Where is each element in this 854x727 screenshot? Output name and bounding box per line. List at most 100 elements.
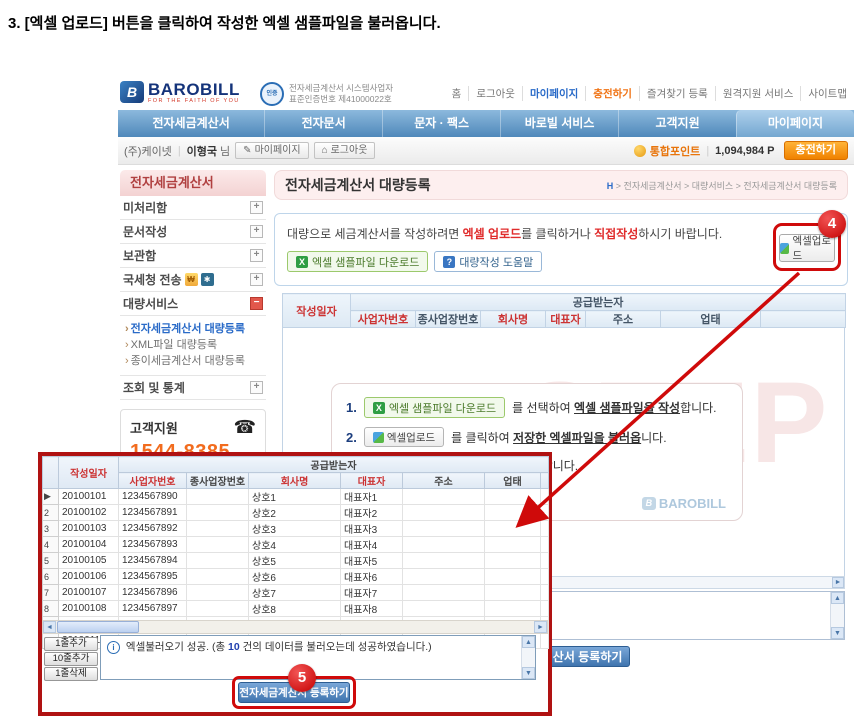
company-cell[interactable]: 상호4 [248, 536, 341, 553]
company-cell[interactable]: 상호6 [248, 568, 341, 585]
table-row[interactable]: 4 20100104 1234567893 상호4 대표자4 [42, 536, 550, 553]
sidebar-item-search-stats[interactable]: 조회 및 통계 + [120, 376, 266, 400]
date-cell[interactable]: 20100103 [58, 520, 119, 537]
scroll-up-icon[interactable]: ▲ [831, 592, 844, 604]
row-number-cell[interactable]: 4 [42, 536, 59, 553]
company-cell[interactable]: 상호7 [248, 584, 341, 601]
ceo-cell[interactable]: 대표자3 [340, 520, 403, 537]
uptae-cell[interactable] [484, 584, 541, 601]
subno-cell[interactable] [186, 536, 249, 553]
scrollbar-thumb[interactable] [57, 621, 139, 633]
bizno-cell[interactable]: 1234567895 [118, 568, 187, 585]
link-charge[interactable]: 충전하기 [586, 86, 640, 101]
excel-upload-button[interactable]: 엑셀업로드 [779, 234, 835, 262]
uptae-cell[interactable] [484, 568, 541, 585]
sidebar-item-create-document[interactable]: 문서작성 + [120, 220, 266, 244]
popup-message-vertical-scrollbar[interactable]: ▲ ▼ [521, 636, 535, 679]
nav-tab-mypage[interactable]: 마이페이지 [736, 110, 854, 137]
table-row[interactable]: 7 20100107 1234567896 상호7 대표자7 [42, 584, 550, 601]
sidebar-item-unprocessed[interactable]: 미처리함 + [120, 196, 266, 220]
bulk-help-button[interactable]: ? 대량작성 도움말 [434, 251, 543, 272]
message-vertical-scrollbar[interactable]: ▲ ▼ [830, 592, 844, 639]
uptae-cell[interactable] [484, 600, 541, 617]
collapse-minus-icon[interactable]: − [250, 297, 263, 310]
popup-horizontal-scrollbar[interactable]: ◄ ► [42, 620, 548, 634]
excel-upload-button-mock[interactable]: 엑셀업로드 [363, 427, 445, 447]
sidebar-item-bulk-service[interactable]: 대량서비스 − [120, 292, 266, 316]
link-remote-support[interactable]: 원격지원 서비스 [716, 86, 802, 101]
subno-cell[interactable] [186, 552, 249, 569]
uptae-cell[interactable] [484, 504, 541, 521]
link-bookmark[interactable]: 즐겨찾기 등록 [640, 86, 716, 101]
nav-tab-tax-invoice[interactable]: 전자세금계산서 [152, 116, 230, 130]
ceo-cell[interactable]: 대표자8 [340, 600, 403, 617]
company-cell[interactable]: 상호2 [248, 504, 341, 521]
subno-cell[interactable] [186, 584, 249, 601]
date-cell[interactable]: 20100101 [58, 488, 119, 505]
bizno-cell[interactable]: 1234567894 [118, 552, 187, 569]
date-cell[interactable]: 20100105 [58, 552, 119, 569]
bizno-cell[interactable]: 1234567897 [118, 600, 187, 617]
subno-cell[interactable] [186, 488, 249, 505]
submenu-xml-bulk[interactable]: › XML파일 대량등록 [125, 339, 218, 351]
ceo-cell[interactable]: 대표자1 [340, 488, 403, 505]
expand-plus-icon[interactable]: + [250, 273, 263, 286]
table-row[interactable]: 2 20100102 1234567891 상호2 대표자2 [42, 504, 550, 521]
table-row[interactable]: 5 20100105 1234567894 상호5 대표자5 [42, 552, 550, 569]
link-mypage[interactable]: 마이페이지 [523, 86, 587, 101]
nav-tab-sms-fax[interactable]: 문자 · 팩스 [382, 110, 500, 137]
date-cell[interactable]: 20100102 [58, 504, 119, 521]
ceo-cell[interactable]: 대표자7 [340, 584, 403, 601]
subno-cell[interactable] [186, 504, 249, 521]
excel-sample-download-button-mock[interactable]: X 엑셀 샘플파일 다운로드 [363, 397, 506, 418]
expand-plus-icon[interactable]: + [250, 201, 263, 214]
nav-tab-barobill-service[interactable]: 바로빌 서비스 [500, 110, 618, 137]
nav-tab-edocument[interactable]: 전자문서 [264, 110, 382, 137]
address-cell[interactable] [402, 552, 485, 569]
subno-cell[interactable] [186, 600, 249, 617]
bizno-cell[interactable]: 1234567893 [118, 536, 187, 553]
mypage-button[interactable]: ✎ 마이페이지 [235, 142, 309, 159]
point-label[interactable]: 통합포인트 [649, 145, 701, 158]
nav-tab-customer-support[interactable]: 고객지원 [618, 110, 736, 137]
excel-sample-download-button[interactable]: X 엑셀 샘플파일 다운로드 [287, 251, 429, 272]
link-home[interactable]: 홈 [445, 86, 470, 101]
row-number-cell[interactable]: 3 [42, 520, 59, 537]
scroll-down-icon[interactable]: ▼ [522, 667, 535, 679]
address-cell[interactable] [402, 536, 485, 553]
bizno-cell[interactable]: 1234567896 [118, 584, 187, 601]
uptae-cell[interactable] [484, 536, 541, 553]
ceo-cell[interactable]: 대표자2 [340, 504, 403, 521]
uptae-cell[interactable] [484, 488, 541, 505]
address-cell[interactable] [402, 488, 485, 505]
address-cell[interactable] [402, 520, 485, 537]
uptae-cell[interactable] [484, 520, 541, 537]
sidebar-item-nts-transfer[interactable]: 국세청 전송 ₩ ✱ + [120, 268, 266, 292]
table-row[interactable]: 6 20100106 1234567895 상호6 대표자6 [42, 568, 550, 585]
expand-plus-icon[interactable]: + [250, 249, 263, 262]
row-number-cell[interactable]: 2 [42, 504, 59, 521]
scroll-down-icon[interactable]: ▼ [831, 627, 844, 639]
ceo-cell[interactable]: 대표자4 [340, 536, 403, 553]
bizno-cell[interactable]: 1234567892 [118, 520, 187, 537]
sidebar-item-archive[interactable]: 보관함 + [120, 244, 266, 268]
address-cell[interactable] [402, 600, 485, 617]
add-ten-rows-button[interactable]: 10줄추가 [44, 652, 98, 666]
barobill-logo[interactable]: B BAROBILL FOR THE FAITH OF YOU [120, 81, 240, 104]
address-cell[interactable] [402, 584, 485, 601]
scroll-up-icon[interactable]: ▲ [522, 636, 535, 648]
subno-cell[interactable] [186, 520, 249, 537]
date-cell[interactable]: 20100108 [58, 600, 119, 617]
logout-button[interactable]: ⌂ 로그아웃 [313, 142, 376, 159]
table-row[interactable]: 3 20100103 1234567892 상호3 대표자3 [42, 520, 550, 537]
submenu-paper-bulk[interactable]: › 종이세금계산서 대량등록 [125, 355, 246, 367]
row-number-cell[interactable]: 5 [42, 552, 59, 569]
expand-plus-icon[interactable]: + [250, 381, 263, 394]
scroll-right-icon[interactable]: ► [832, 577, 844, 588]
link-sitemap[interactable]: 사이트맵 [808, 88, 847, 100]
add-one-row-button[interactable]: 1줄추가 [44, 637, 98, 651]
scroll-right-icon[interactable]: ► [534, 621, 547, 633]
company-cell[interactable]: 상호8 [248, 600, 341, 617]
table-row[interactable]: 8 20100108 1234567897 상호8 대표자8 [42, 600, 550, 617]
row-number-cell[interactable]: 6 [42, 568, 59, 585]
